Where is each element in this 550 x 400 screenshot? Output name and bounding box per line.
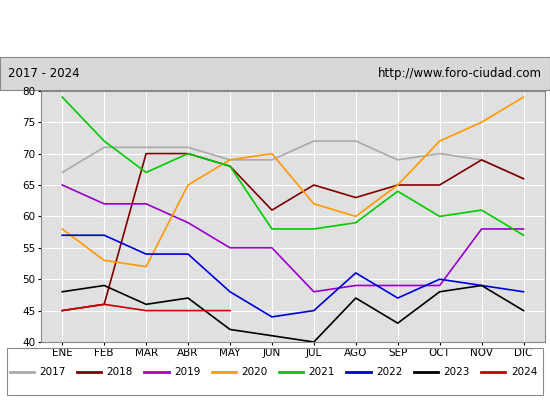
Text: 2017: 2017 bbox=[39, 367, 65, 377]
Text: 2017 - 2024: 2017 - 2024 bbox=[8, 67, 80, 80]
Text: 2021: 2021 bbox=[309, 367, 335, 377]
Text: 2019: 2019 bbox=[174, 367, 200, 377]
Text: 2022: 2022 bbox=[376, 367, 403, 377]
Text: 2020: 2020 bbox=[241, 367, 267, 377]
Text: Evolucion del paro registrado en Les Planes d'Hostoles: Evolucion del paro registrado en Les Pla… bbox=[75, 22, 475, 36]
Text: 2023: 2023 bbox=[443, 367, 470, 377]
Text: 2018: 2018 bbox=[107, 367, 133, 377]
Text: http://www.foro-ciudad.com: http://www.foro-ciudad.com bbox=[378, 67, 542, 80]
Text: 2024: 2024 bbox=[511, 367, 537, 377]
